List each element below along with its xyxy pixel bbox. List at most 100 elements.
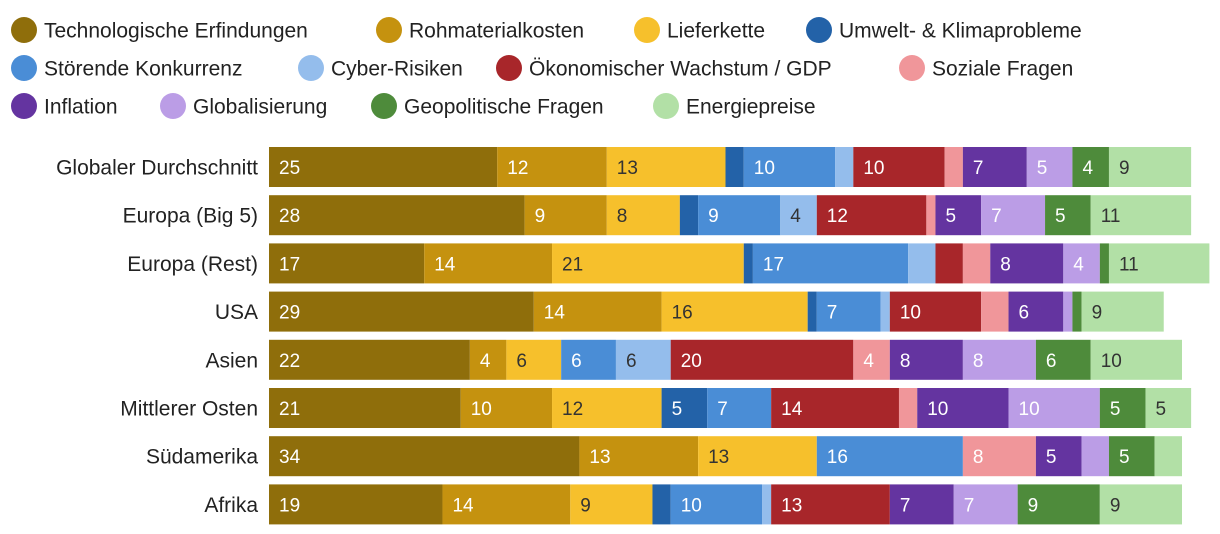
bar-segment-rohmaterialkosten[interactable]	[524, 195, 607, 236]
bar-segment-technologische-erfindungen[interactable]	[269, 195, 525, 236]
bar-segment-soziale-fragen[interactable]	[926, 195, 936, 236]
bar-segment-oekonomischer-wachstum-gdp[interactable]	[853, 147, 945, 187]
bar-segment-rohmaterialkosten[interactable]	[533, 291, 662, 332]
bar-segment-umwelt-klimaprobleme[interactable]	[679, 195, 699, 236]
legend-item-umwelt-klimaprobleme[interactable]: Umwelt- & Klimaprobleme	[806, 17, 1082, 43]
bar-segment-energiepreise[interactable]	[1108, 147, 1192, 187]
legend-item-geopolitische-fragen[interactable]: Geopolitische Fragen	[371, 93, 604, 119]
bar-segment-stoerende-konkurrenz[interactable]	[816, 291, 881, 332]
bar-segment-energiepreise[interactable]	[1154, 436, 1182, 477]
bar-segment-technologische-erfindungen[interactable]	[269, 291, 534, 332]
bar-segment-technologische-erfindungen[interactable]	[269, 484, 443, 525]
bar-segment-stoerende-konkurrenz[interactable]	[561, 339, 616, 380]
bar-segment-globalisierung[interactable]	[1026, 147, 1073, 187]
bar-segment-globalisierung[interactable]	[1063, 243, 1100, 284]
bar-segment-lieferkette[interactable]	[506, 339, 562, 380]
bar-segment-cyber-risiken[interactable]	[835, 147, 854, 187]
bar-segment-inflation[interactable]	[1035, 436, 1082, 477]
bar-segment-soziale-fragen[interactable]	[962, 243, 991, 284]
bar-segment-stoerende-konkurrenz[interactable]	[670, 484, 763, 525]
bar-segment-lieferkette[interactable]	[606, 147, 726, 187]
bar-segment-lieferkette[interactable]	[661, 291, 808, 332]
bar-segment-lieferkette[interactable]	[570, 484, 653, 525]
bar-segment-lieferkette[interactable]	[552, 243, 744, 284]
bar-segment-geopolitische-fragen[interactable]	[1035, 339, 1091, 380]
bar-segment-lieferkette[interactable]	[552, 388, 662, 428]
legend-item-stoerende-konkurrenz[interactable]: Störende Konkurrenz	[11, 55, 242, 81]
bar-segment-stoerende-konkurrenz[interactable]	[698, 195, 781, 236]
legend-item-cyber-risiken[interactable]: Cyber-Risiken	[298, 55, 463, 81]
bar-segment-soziale-fragen[interactable]	[981, 291, 1009, 332]
bar-segment-technologische-erfindungen[interactable]	[269, 436, 580, 477]
legend-item-oekonomischer-wachstum-gdp[interactable]: Ökonomischer Wachstum / GDP	[496, 55, 832, 81]
bar-segment-stoerende-konkurrenz[interactable]	[752, 243, 909, 284]
bar-segment-technologische-erfindungen[interactable]	[269, 339, 470, 380]
bar-segment-lieferkette[interactable]	[606, 195, 680, 236]
bar-segment-umwelt-klimaprobleme[interactable]	[661, 388, 708, 428]
legend-item-energiepreise[interactable]: Energiepreise	[653, 93, 816, 119]
bar-segment-soziale-fragen[interactable]	[853, 339, 890, 380]
bar-segment-energiepreise[interactable]	[1090, 195, 1192, 236]
legend-item-rohmaterialkosten[interactable]: Rohmaterialkosten	[376, 17, 584, 43]
bar-segment-technologische-erfindungen[interactable]	[269, 243, 425, 284]
bar-segment-oekonomischer-wachstum-gdp[interactable]	[771, 484, 890, 525]
bar-segment-geopolitische-fragen[interactable]	[1072, 291, 1082, 332]
bar-segment-inflation[interactable]	[935, 195, 982, 236]
bar-segment-rohmaterialkosten[interactable]	[442, 484, 571, 525]
bar-segment-inflation[interactable]	[990, 243, 1064, 284]
legend-item-inflation[interactable]: Inflation	[11, 93, 118, 119]
bar-segment-energiepreise[interactable]	[1108, 243, 1210, 284]
bar-segment-umwelt-klimaprobleme[interactable]	[743, 243, 753, 284]
bar-segment-geopolitische-fragen[interactable]	[1099, 388, 1146, 428]
bar-segment-energiepreise[interactable]	[1099, 484, 1182, 525]
bar-segment-technologische-erfindungen[interactable]	[269, 147, 498, 187]
bar-segment-oekonomischer-wachstum-gdp[interactable]	[816, 195, 927, 236]
bar-segment-soziale-fragen[interactable]	[898, 388, 918, 428]
bar-segment-inflation[interactable]	[1008, 291, 1064, 332]
bar-segment-cyber-risiken[interactable]	[908, 243, 936, 284]
bar-segment-oekonomischer-wachstum-gdp[interactable]	[670, 339, 854, 380]
bar-segment-rohmaterialkosten[interactable]	[497, 147, 607, 187]
bar-segment-lieferkette[interactable]	[698, 436, 817, 477]
bar-segment-globalisierung[interactable]	[962, 339, 1036, 380]
bar-segment-cyber-risiken[interactable]	[780, 195, 817, 236]
bar-segment-inflation[interactable]	[962, 147, 1027, 187]
bar-segment-rohmaterialkosten[interactable]	[469, 339, 507, 380]
legend-item-lieferkette[interactable]: Lieferkette	[634, 17, 765, 43]
bar-segment-globalisierung[interactable]	[1081, 436, 1109, 477]
bar-segment-rohmaterialkosten[interactable]	[424, 243, 553, 284]
bar-segment-energiepreise[interactable]	[1145, 388, 1192, 428]
bar-segment-umwelt-klimaprobleme[interactable]	[725, 147, 744, 187]
bar-segment-geopolitische-fragen[interactable]	[1108, 436, 1155, 477]
bar-segment-cyber-risiken[interactable]	[762, 484, 772, 525]
bar-segment-cyber-risiken[interactable]	[615, 339, 671, 380]
bar-segment-globalisierung[interactable]	[953, 484, 1018, 525]
legend-item-technologische-erfindungen[interactable]: Technologische Erfindungen	[11, 17, 308, 43]
bar-segment-inflation[interactable]	[889, 484, 954, 525]
bar-segment-cyber-risiken[interactable]	[880, 291, 890, 332]
bar-segment-inflation[interactable]	[917, 388, 1009, 428]
legend-item-soziale-fragen[interactable]: Soziale Fragen	[899, 55, 1073, 81]
bar-segment-globalisierung[interactable]	[1063, 291, 1073, 332]
bar-segment-geopolitische-fragen[interactable]	[1017, 484, 1100, 525]
bar-segment-geopolitische-fragen[interactable]	[1099, 243, 1109, 284]
bar-segment-umwelt-klimaprobleme[interactable]	[652, 484, 671, 525]
bar-segment-inflation[interactable]	[889, 339, 963, 380]
bar-segment-rohmaterialkosten[interactable]	[460, 388, 553, 428]
bar-segment-stoerende-konkurrenz[interactable]	[707, 388, 772, 428]
bar-segment-technologische-erfindungen[interactable]	[269, 388, 461, 428]
bar-segment-energiepreise[interactable]	[1081, 291, 1164, 332]
bar-segment-oekonomischer-wachstum-gdp[interactable]	[771, 388, 899, 428]
bar-segment-energiepreise[interactable]	[1090, 339, 1182, 380]
bar-segment-stoerende-konkurrenz[interactable]	[816, 436, 963, 477]
bar-segment-globalisierung[interactable]	[1008, 388, 1100, 428]
bar-segment-rohmaterialkosten[interactable]	[579, 436, 699, 477]
legend-item-globalisierung[interactable]: Globalisierung	[160, 93, 327, 119]
bar-segment-oekonomischer-wachstum-gdp[interactable]	[935, 243, 963, 284]
bar-segment-umwelt-klimaprobleme[interactable]	[807, 291, 817, 332]
bar-segment-soziale-fragen[interactable]	[944, 147, 963, 187]
bar-segment-stoerende-konkurrenz[interactable]	[743, 147, 836, 187]
bar-segment-geopolitische-fragen[interactable]	[1072, 147, 1109, 187]
bar-segment-oekonomischer-wachstum-gdp[interactable]	[889, 291, 982, 332]
bar-segment-geopolitische-fragen[interactable]	[1045, 195, 1091, 236]
